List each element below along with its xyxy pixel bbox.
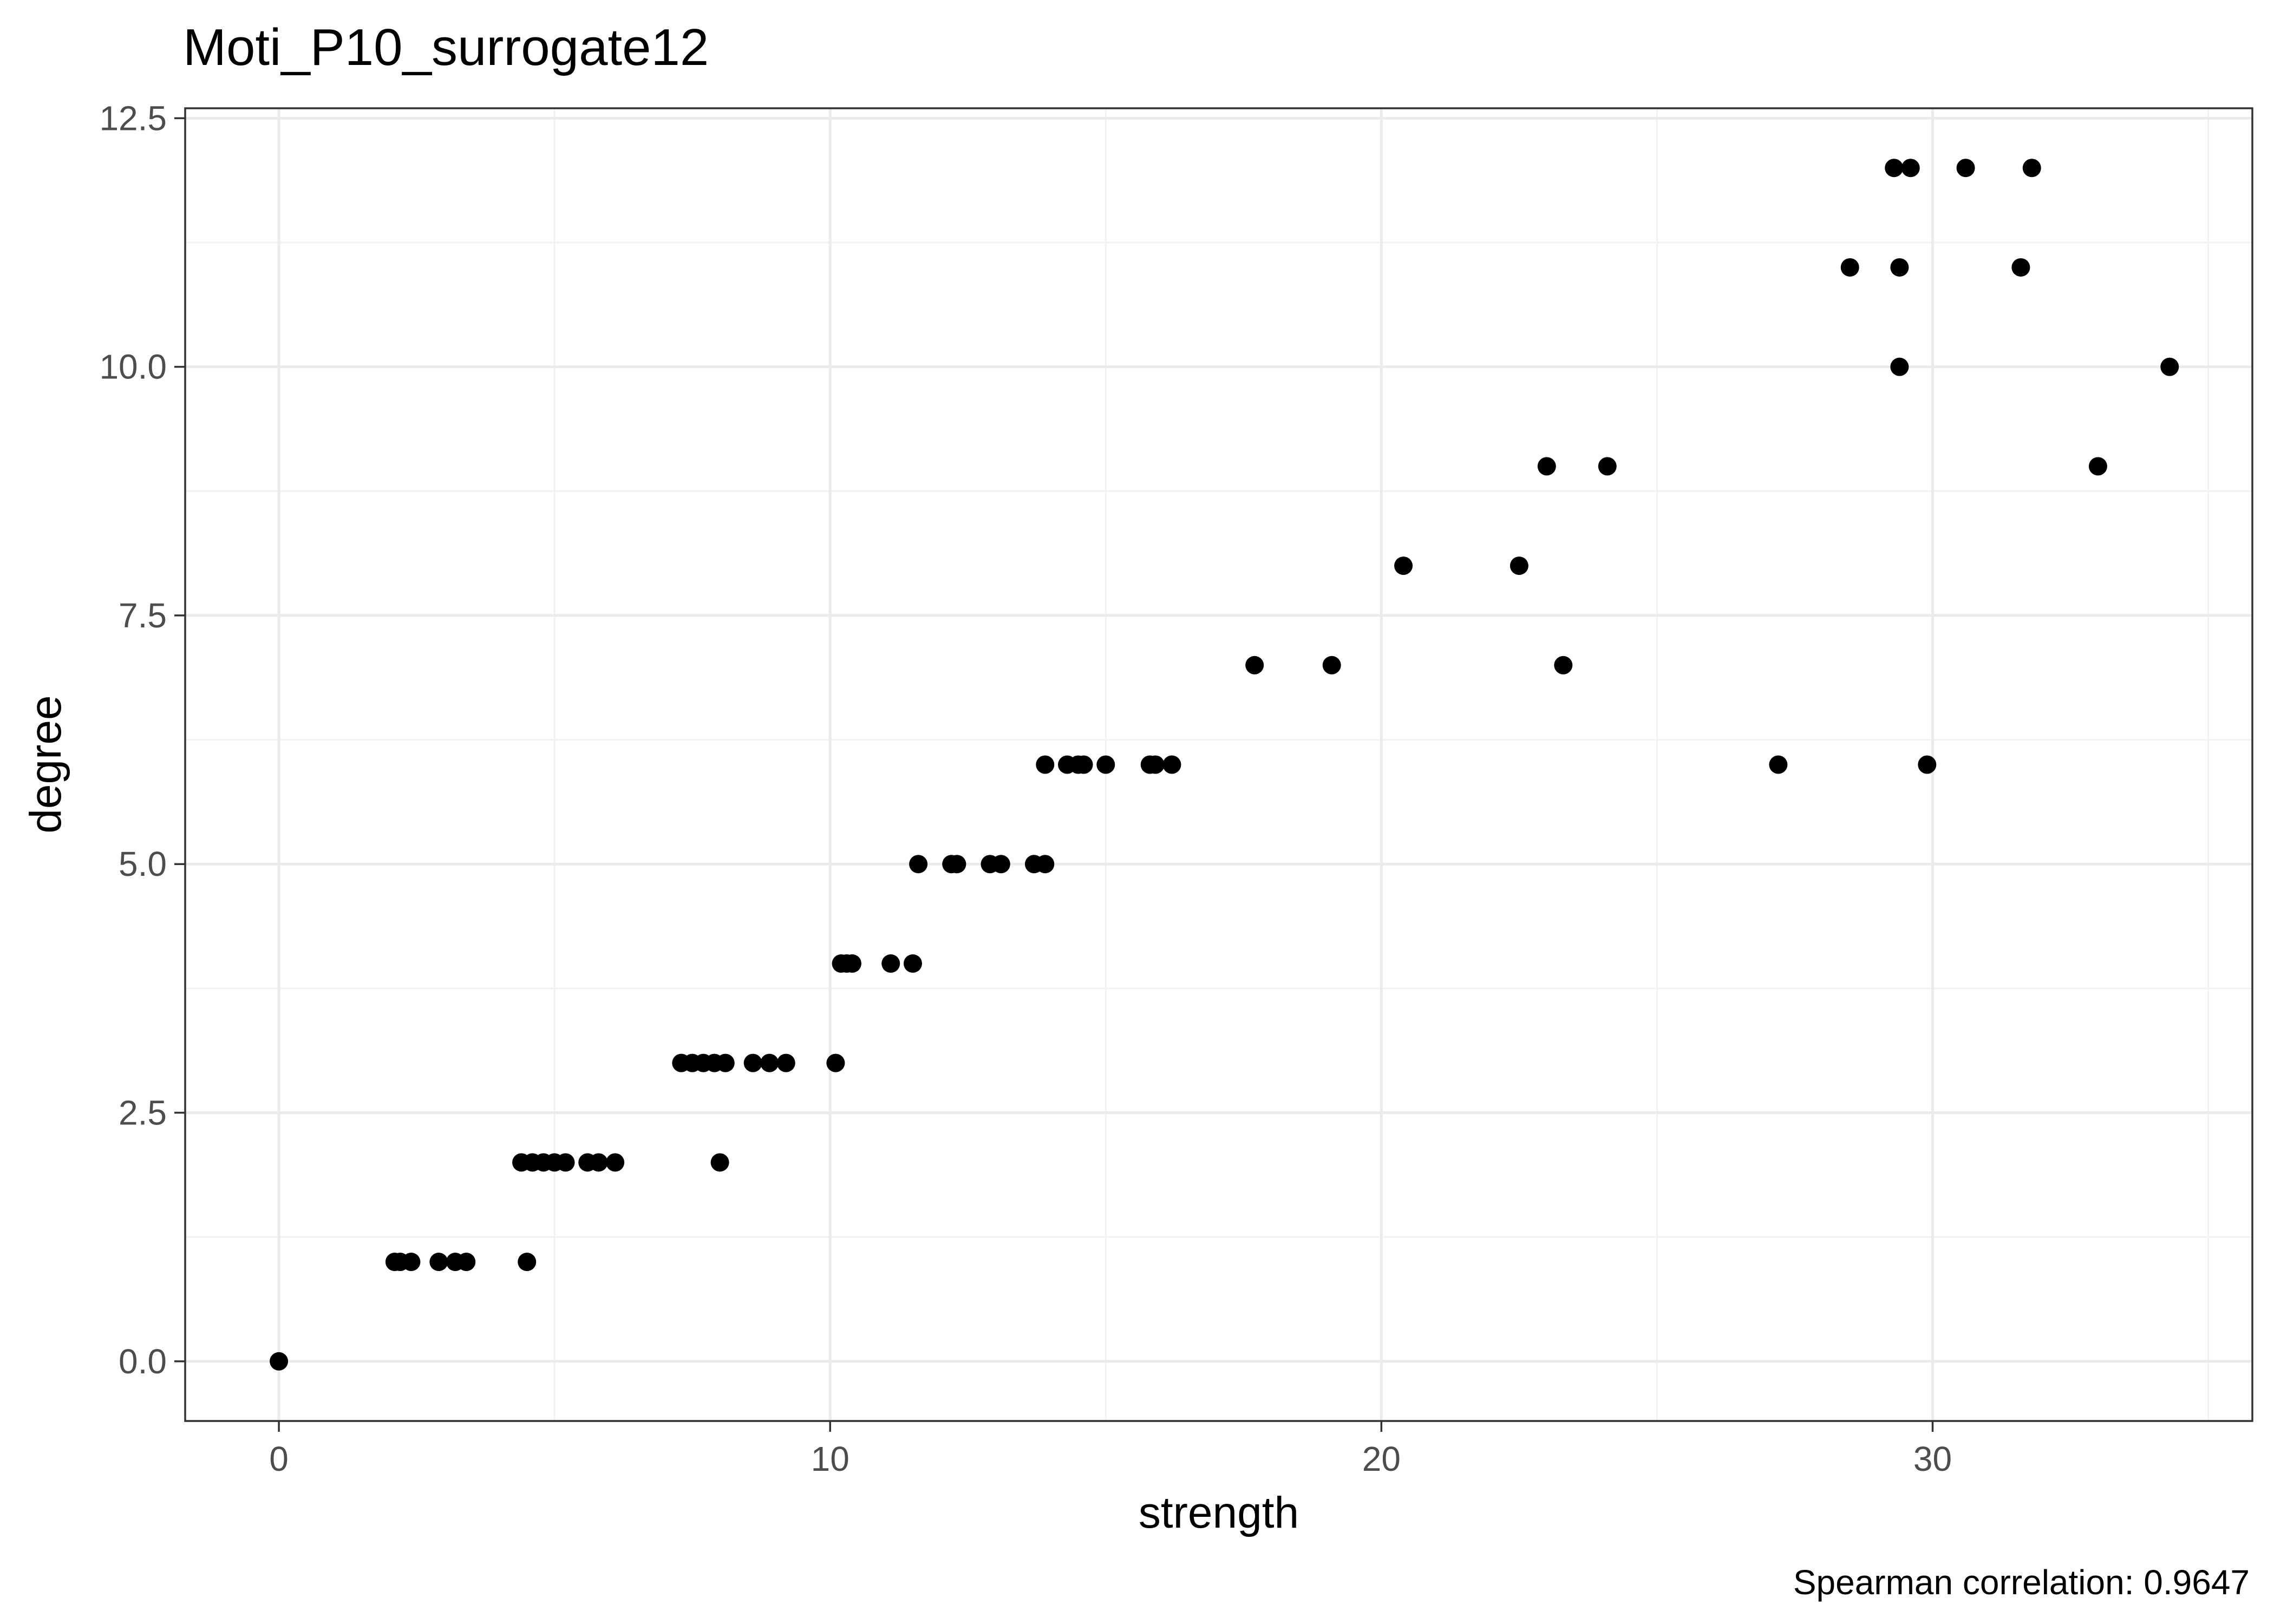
data-point	[1162, 755, 1181, 774]
data-point	[1554, 656, 1573, 675]
data-point	[2022, 159, 2041, 178]
data-points	[270, 159, 2179, 1371]
data-point	[270, 1352, 289, 1371]
chart-title: Moti_P10_surrogate12	[183, 18, 709, 76]
plot-panel-border	[184, 107, 2253, 1422]
data-point	[1890, 357, 1909, 376]
y-tick-label: 2.5	[119, 1093, 167, 1132]
x-tick-label: 20	[1362, 1439, 1401, 1478]
data-point	[716, 1053, 735, 1072]
y-tick-label: 5.0	[119, 844, 167, 883]
data-point	[1885, 159, 1904, 178]
data-point	[1074, 755, 1093, 774]
x-tick-label: 0	[269, 1439, 289, 1478]
data-point	[606, 1153, 625, 1172]
y-axis-ticks: 0.0 2.5 5.0 7.5 10.0 12.5	[99, 99, 185, 1381]
y-tick-label: 0.0	[119, 1342, 167, 1381]
data-point	[1918, 755, 1937, 774]
correlation-caption: Spearman correlation: 0.9647	[1793, 1563, 2250, 1602]
data-point	[2088, 457, 2107, 476]
data-point	[556, 1153, 575, 1172]
data-point	[1769, 755, 1788, 774]
data-point	[1036, 755, 1055, 774]
data-point	[1510, 556, 1528, 575]
data-point	[842, 954, 861, 973]
data-point	[826, 1053, 845, 1072]
data-point	[1394, 556, 1413, 575]
data-point	[1537, 457, 1556, 476]
data-point	[1322, 656, 1341, 675]
data-point	[2160, 357, 2179, 376]
data-point	[1096, 755, 1115, 774]
x-tick-label: 10	[811, 1439, 850, 1478]
data-point	[1245, 656, 1264, 675]
data-point	[881, 954, 900, 973]
data-point	[589, 1153, 608, 1172]
x-tick-label: 30	[1913, 1439, 1952, 1478]
data-point	[776, 1053, 795, 1072]
data-point	[518, 1253, 537, 1272]
data-point	[1598, 457, 1617, 476]
y-tick-label: 12.5	[99, 99, 167, 137]
x-axis-ticks: 0 10 20 30	[269, 1421, 1952, 1478]
plot-panel-background	[185, 108, 2252, 1421]
data-point	[743, 1053, 762, 1072]
data-point	[948, 855, 966, 874]
y-axis-label: degree	[21, 695, 70, 833]
data-point	[2011, 258, 2030, 277]
data-point	[1840, 258, 1859, 277]
data-point	[991, 855, 1010, 874]
data-point	[457, 1253, 476, 1272]
data-point	[903, 954, 922, 973]
y-tick-label: 10.0	[99, 348, 167, 387]
data-point	[909, 855, 928, 874]
data-point	[710, 1153, 729, 1172]
data-point	[1890, 258, 1909, 277]
data-point	[429, 1253, 448, 1272]
y-tick-label: 7.5	[119, 596, 167, 635]
data-point	[760, 1053, 779, 1072]
x-axis-label: strength	[1139, 1488, 1299, 1537]
data-point	[1901, 159, 1920, 178]
data-point	[1956, 159, 1975, 178]
data-point	[402, 1253, 421, 1272]
major-gridlines	[185, 108, 2252, 1421]
data-point	[1146, 755, 1165, 774]
data-point	[1036, 855, 1055, 874]
